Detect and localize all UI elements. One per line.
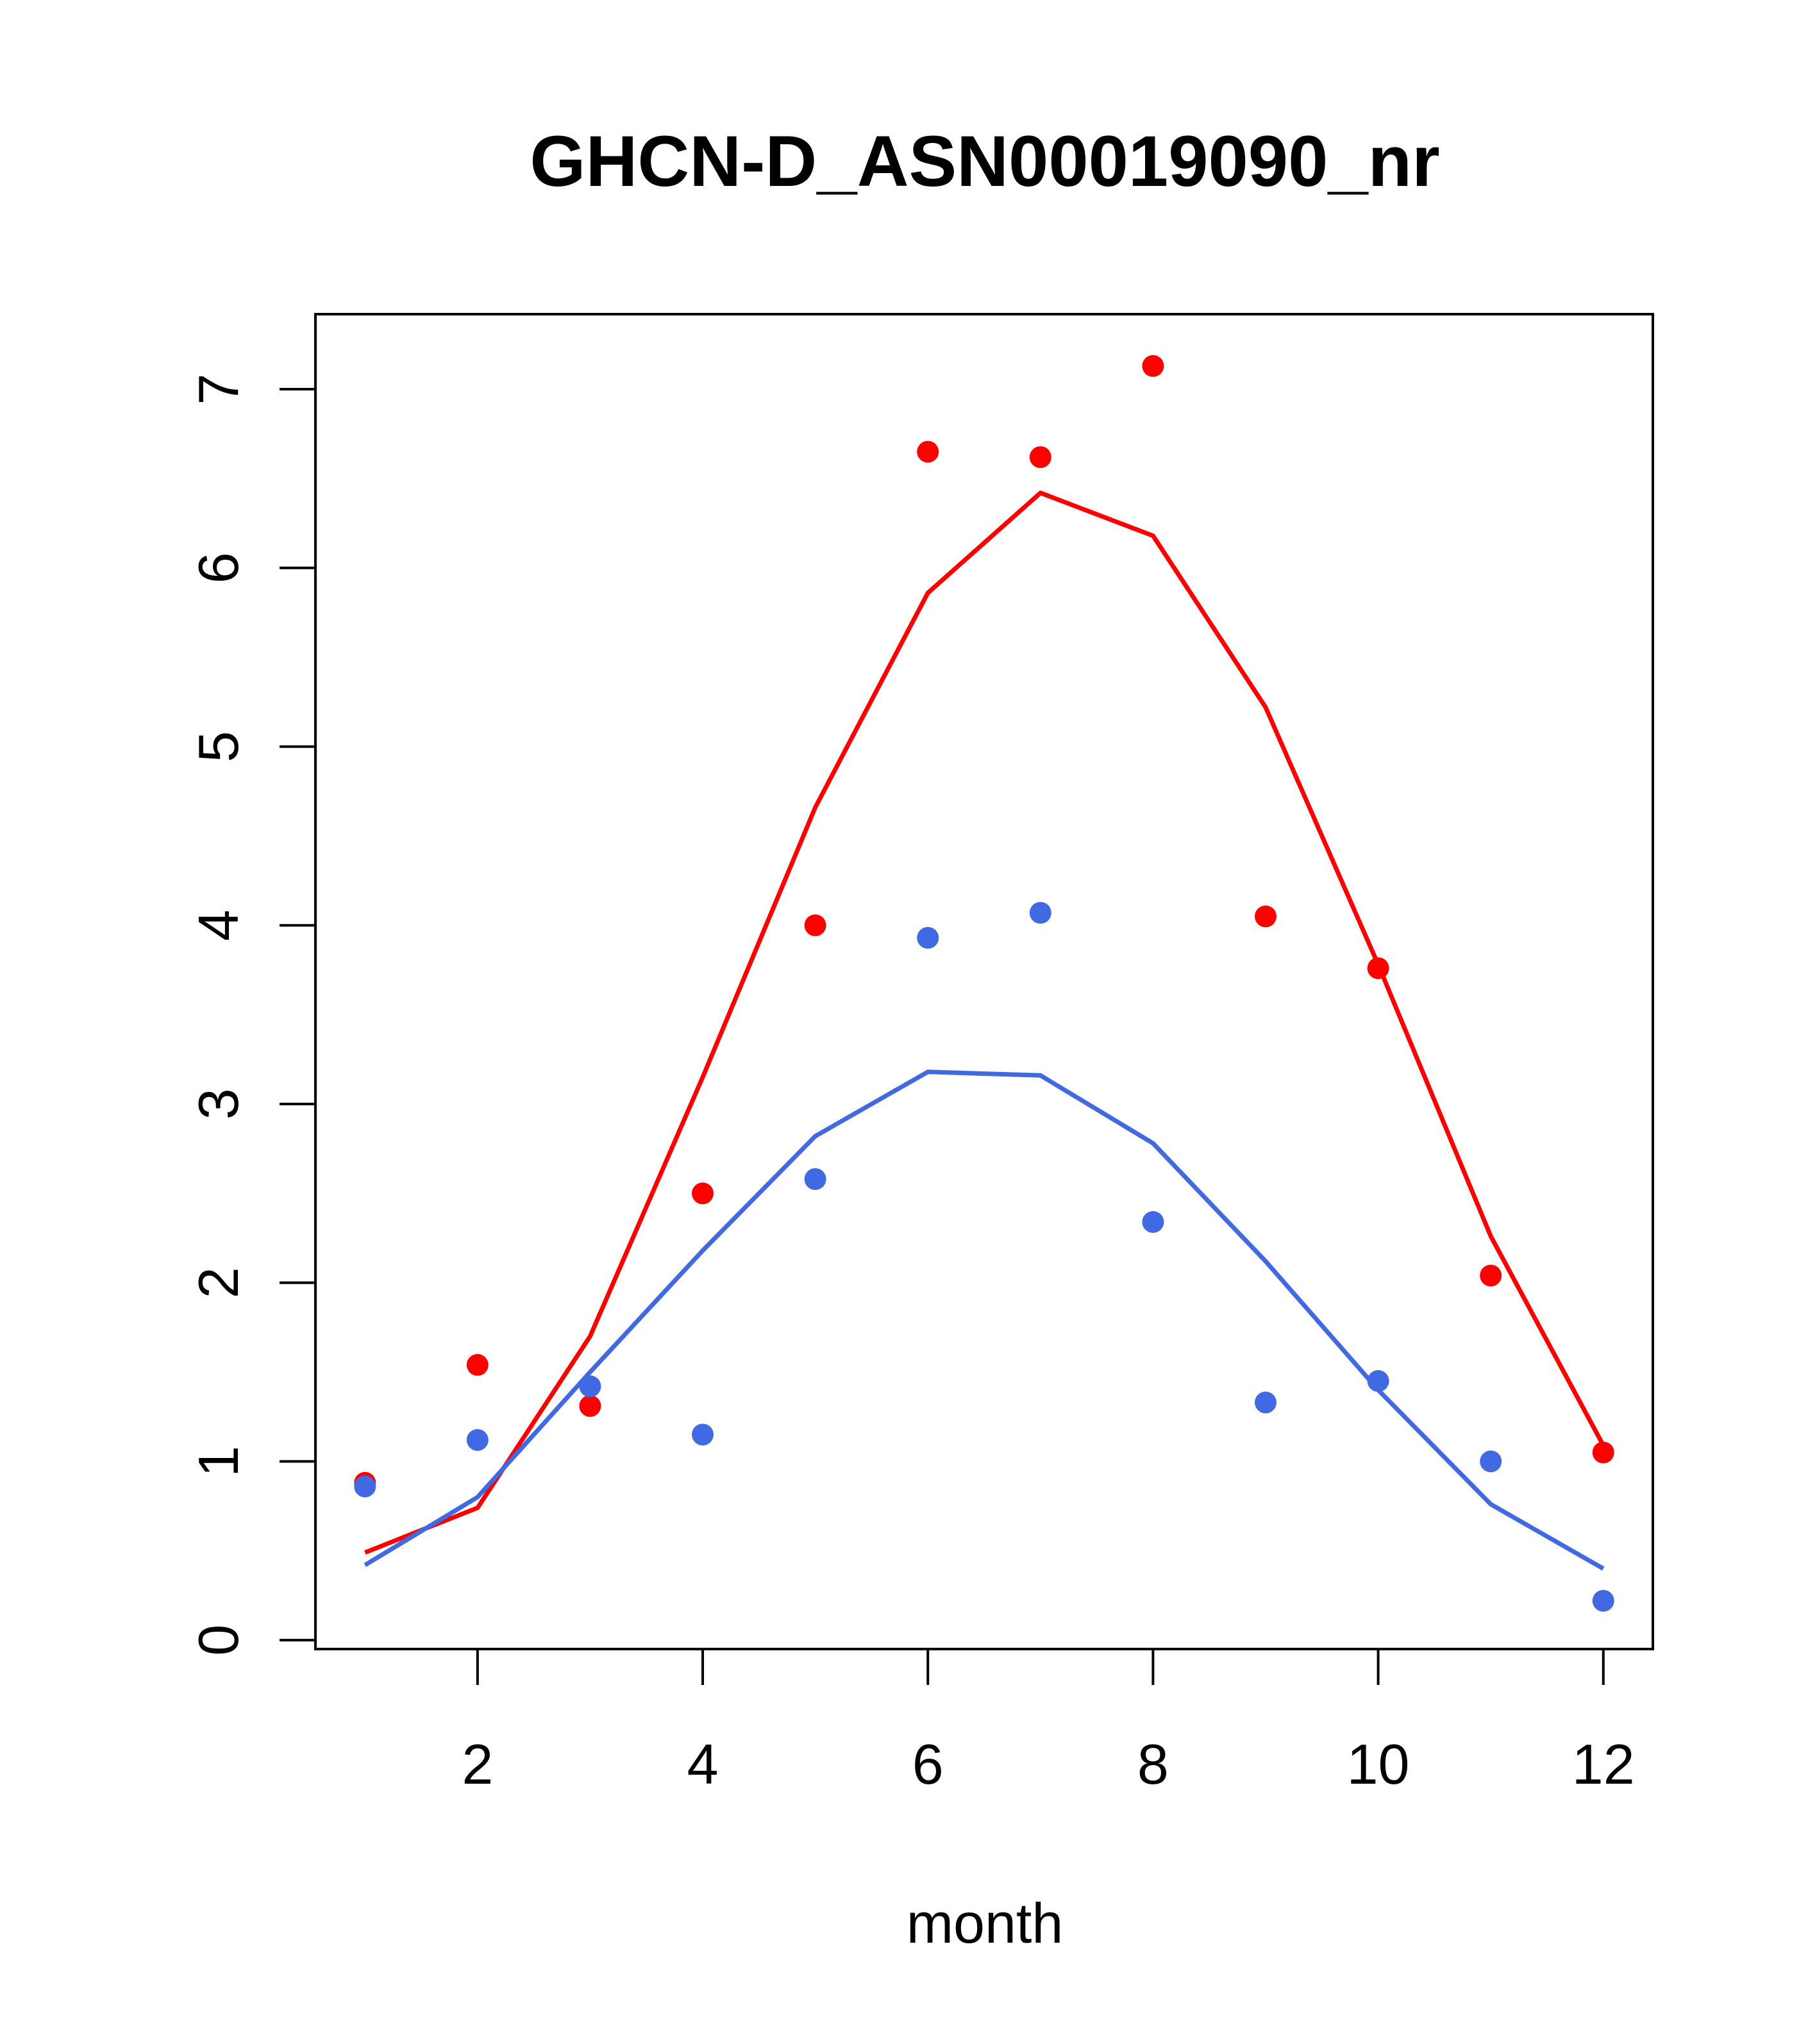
chart-title: GHCN-D_ASN00019090_nr bbox=[530, 121, 1439, 201]
x-tick-label: 2 bbox=[462, 1732, 493, 1796]
series-1-point bbox=[1255, 905, 1277, 928]
x-axis-label: month bbox=[907, 1891, 1064, 1955]
series-2-point bbox=[466, 1428, 489, 1451]
x-tick-label: 10 bbox=[1347, 1732, 1410, 1796]
series-1-point bbox=[579, 1395, 601, 1417]
series-1-point bbox=[1029, 446, 1051, 468]
series-1-point bbox=[1592, 1441, 1614, 1464]
series-layer bbox=[354, 355, 1614, 1612]
series-2-point bbox=[917, 926, 939, 949]
series-2-line bbox=[364, 1069, 1605, 1571]
y-tick-label: 5 bbox=[187, 731, 250, 762]
x-tick-label: 12 bbox=[1572, 1732, 1635, 1796]
series-2-point bbox=[1592, 1589, 1614, 1612]
x-tick-label: 4 bbox=[687, 1732, 719, 1796]
series-1-point bbox=[1480, 1264, 1502, 1287]
series-2-point bbox=[1029, 901, 1051, 924]
series-1-point bbox=[1367, 957, 1389, 980]
y-tick-label: 3 bbox=[187, 1088, 250, 1119]
series-2-point bbox=[1367, 1370, 1389, 1392]
y-axis: 0 1 2 3 4 5 6 7 bbox=[187, 374, 317, 1656]
y-tick-label: 4 bbox=[187, 910, 250, 941]
series-1-line bbox=[364, 490, 1605, 1555]
y-tick-label: 2 bbox=[187, 1267, 250, 1298]
plot-area bbox=[354, 355, 1614, 1612]
series-1-point bbox=[804, 914, 826, 937]
series-2-point bbox=[579, 1375, 601, 1398]
series-1-point bbox=[692, 1182, 714, 1205]
series-2-point bbox=[1255, 1391, 1277, 1414]
x-tick-label: 8 bbox=[1137, 1732, 1169, 1796]
y-tick-label: 6 bbox=[187, 552, 250, 583]
series-2-point bbox=[354, 1475, 376, 1498]
y-tick-label: 0 bbox=[187, 1625, 250, 1656]
series-2-point bbox=[804, 1168, 826, 1190]
y-tick-label: 7 bbox=[187, 374, 250, 405]
series-2-point bbox=[692, 1423, 714, 1446]
series-2-point bbox=[1480, 1450, 1502, 1473]
series-1-point bbox=[466, 1353, 489, 1376]
series-1-point bbox=[1142, 355, 1164, 377]
y-tick-label: 1 bbox=[187, 1446, 250, 1477]
series-1-point bbox=[917, 440, 939, 463]
x-tick-label: 6 bbox=[912, 1732, 944, 1796]
x-axis: 2 4 6 8 10 12 bbox=[462, 1648, 1635, 1796]
series-2-point bbox=[1142, 1210, 1164, 1233]
